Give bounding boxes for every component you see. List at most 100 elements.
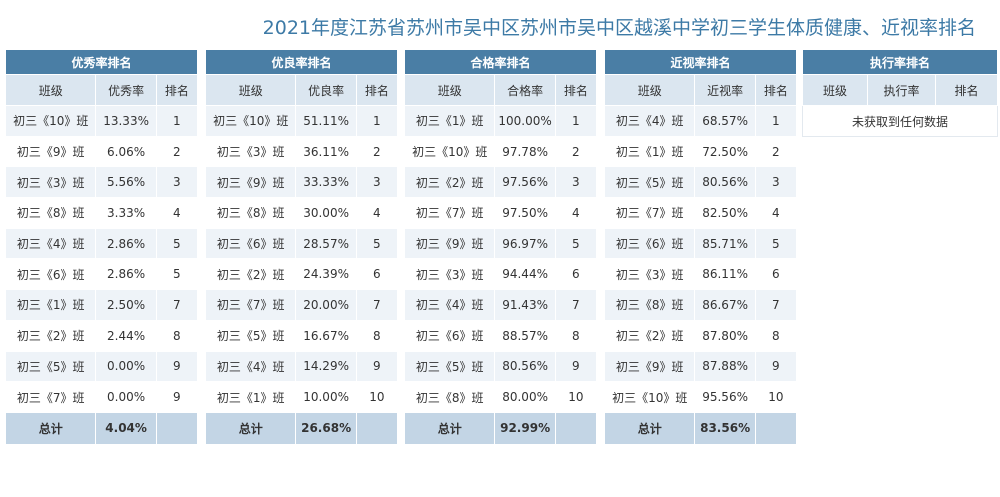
good-rate-table: 优良率排名 班级 优良率 排名 初三《10》班 51.11% 1 初三《3》班 … <box>204 49 399 445</box>
value-cell: 97.78% <box>494 135 556 168</box>
col-header-class: 班级 <box>403 74 496 106</box>
class-cell: 初三《9》班 <box>603 350 696 383</box>
class-cell: 初三《2》班 <box>603 319 696 352</box>
rank-cell: 1 <box>554 105 598 137</box>
class-cell: 初三《7》班 <box>603 197 696 229</box>
class-cell: 初三《6》班 <box>403 319 496 352</box>
value-cell: 16.67% <box>295 319 357 352</box>
rank-cell: 9 <box>355 350 399 383</box>
rank-cell: 4 <box>754 197 798 229</box>
page-title: 2021年度江苏省苏州市吴中区苏州市吴中区越溪中学初三学生体质健康、近视率排名 <box>262 17 976 39</box>
class-cell: 初三《4》班 <box>204 350 297 383</box>
value-cell: 5.56% <box>95 166 157 199</box>
table-row: 初三《3》班 94.44% 6 <box>403 258 598 291</box>
rank-cell: 5 <box>155 258 199 291</box>
myopia-rate-title: 近视率排名 <box>604 49 797 75</box>
value-cell: 28.57% <box>295 227 357 260</box>
class-cell: 初三《6》班 <box>4 258 97 291</box>
table-row: 初三《8》班 3.33% 4 <box>4 197 199 229</box>
total-value: 4.04% <box>95 411 157 445</box>
table-row: 初三《7》班 20.00% 7 <box>204 289 399 321</box>
value-cell: 88.57% <box>494 319 556 352</box>
class-cell: 初三《2》班 <box>204 258 297 291</box>
rank-cell: 8 <box>554 319 598 352</box>
total-label: 总计 <box>403 411 496 445</box>
class-cell: 初三《1》班 <box>603 135 696 168</box>
total-label: 总计 <box>603 411 696 445</box>
col-header-metric: 优秀率 <box>95 74 157 106</box>
class-cell: 初三《5》班 <box>4 350 97 383</box>
table-row: 初三《6》班 28.57% 5 <box>204 227 399 260</box>
rank-cell: 8 <box>155 319 199 352</box>
rank-cell: 9 <box>554 350 598 383</box>
table-row: 初三《7》班 0.00% 9 <box>4 381 199 413</box>
rank-cell: 3 <box>554 166 598 199</box>
class-cell: 初三《1》班 <box>4 289 97 321</box>
total-row: 总计 83.56% <box>603 411 798 445</box>
total-value: 92.99% <box>494 411 556 445</box>
value-cell: 87.88% <box>694 350 756 383</box>
table-row: 初三《9》班 6.06% 2 <box>4 135 199 168</box>
value-cell: 68.57% <box>694 105 756 137</box>
table-row: 初三《9》班 87.88% 9 <box>603 350 798 383</box>
value-cell: 86.67% <box>694 289 756 321</box>
rank-cell: 1 <box>155 105 199 137</box>
rank-cell: 4 <box>155 197 199 229</box>
value-cell: 2.50% <box>95 289 157 321</box>
rank-cell: 9 <box>155 350 199 383</box>
col-header-metric: 优良率 <box>295 74 357 106</box>
value-cell: 86.11% <box>694 258 756 291</box>
good-rate-title: 优良率排名 <box>205 49 398 75</box>
rank-cell: 10 <box>355 381 399 413</box>
class-cell: 初三《2》班 <box>4 319 97 352</box>
class-cell: 初三《5》班 <box>403 350 496 383</box>
table-row: 初三《6》班 88.57% 8 <box>403 319 598 352</box>
table-row: 初三《4》班 68.57% 1 <box>603 105 798 137</box>
value-cell: 80.56% <box>694 166 756 199</box>
rank-cell: 7 <box>355 289 399 321</box>
rank-cell: 10 <box>754 381 798 413</box>
class-cell: 初三《1》班 <box>403 105 496 137</box>
col-header-rank: 排名 <box>934 74 999 106</box>
value-cell: 95.56% <box>694 381 756 413</box>
value-cell: 24.39% <box>295 258 357 291</box>
table-row: 初三《7》班 82.50% 4 <box>603 197 798 229</box>
col-header-rank: 排名 <box>554 74 598 106</box>
table-row: 初三《7》班 97.50% 4 <box>403 197 598 229</box>
value-cell: 51.11% <box>295 105 357 137</box>
value-cell: 72.50% <box>694 135 756 168</box>
value-cell: 80.00% <box>494 381 556 413</box>
table-row: 初三《2》班 97.56% 3 <box>403 166 598 199</box>
value-cell: 100.00% <box>494 105 556 137</box>
class-cell: 初三《9》班 <box>403 227 496 260</box>
rank-cell: 2 <box>554 135 598 168</box>
value-cell: 14.29% <box>295 350 357 383</box>
rank-cell: 3 <box>155 166 199 199</box>
total-rank-empty <box>554 411 598 445</box>
rank-cell: 7 <box>754 289 798 321</box>
table-row: 初三《3》班 5.56% 3 <box>4 166 199 199</box>
value-cell: 6.06% <box>95 135 157 168</box>
col-header-class: 班级 <box>204 74 297 106</box>
class-cell: 初三《8》班 <box>204 197 297 229</box>
table-row: 初三《5》班 80.56% 9 <box>403 350 598 383</box>
rank-cell: 5 <box>355 227 399 260</box>
total-label: 总计 <box>4 411 97 445</box>
class-cell: 初三《10》班 <box>603 381 696 413</box>
class-cell: 初三《3》班 <box>204 135 297 168</box>
total-label: 总计 <box>204 411 297 445</box>
rank-cell: 1 <box>355 105 399 137</box>
table-row: 初三《1》班 72.50% 2 <box>603 135 798 168</box>
col-header-metric: 近视率 <box>694 74 756 106</box>
class-cell: 初三《1》班 <box>204 381 297 413</box>
rank-cell: 3 <box>355 166 399 199</box>
value-cell: 80.56% <box>494 350 556 383</box>
class-cell: 初三《10》班 <box>204 105 297 137</box>
total-rank-empty <box>754 411 798 445</box>
value-cell: 3.33% <box>95 197 157 229</box>
table-row: 初三《8》班 80.00% 10 <box>403 381 598 413</box>
rank-cell: 9 <box>155 381 199 413</box>
table-row: 初三《2》班 24.39% 6 <box>204 258 399 291</box>
class-cell: 初三《10》班 <box>403 135 496 168</box>
class-cell: 初三《7》班 <box>403 197 496 229</box>
